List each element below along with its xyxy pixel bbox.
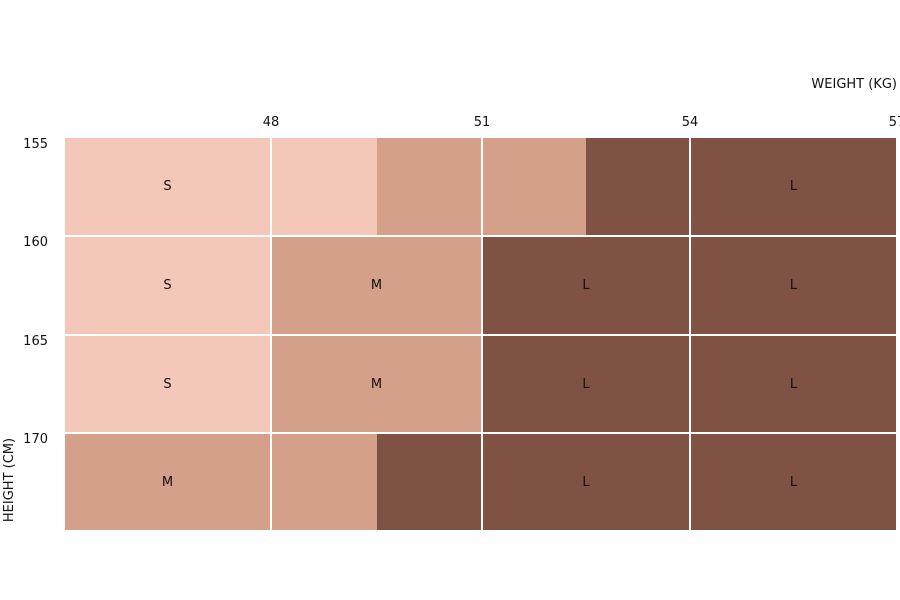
size-cell [483, 138, 689, 235]
size-cell: L [691, 336, 896, 432]
size-cell [272, 434, 481, 530]
cell-segment [483, 138, 586, 235]
size-label: L [691, 138, 896, 235]
column-tick-label: 54 [681, 115, 699, 130]
size-cell: L [483, 434, 689, 530]
cell-segment [376, 138, 481, 235]
column-tick-label: 51 [473, 115, 491, 130]
size-label: S [65, 237, 270, 334]
size-cell: M [272, 336, 481, 432]
size-label: L [483, 237, 689, 334]
row-tick-label: 155 [23, 137, 48, 152]
size-label: L [483, 336, 689, 432]
size-cell: S [65, 138, 270, 235]
size-label: L [691, 434, 896, 530]
row-tick-label: 170 [23, 432, 48, 447]
size-cell: M [272, 237, 481, 334]
size-label: S [65, 336, 270, 432]
size-cell: L [483, 237, 689, 334]
size-cell: S [65, 336, 270, 432]
size-cell: M [65, 434, 270, 530]
column-tick-label: 48 [262, 115, 280, 130]
row-tick-label: 165 [23, 334, 48, 349]
size-label: M [272, 336, 481, 432]
x-axis-label: WEIGHT (KG) [811, 77, 897, 92]
size-label: M [65, 434, 270, 530]
row-tick-label: 160 [23, 235, 48, 250]
size-cell: L [691, 138, 896, 235]
size-label: L [691, 237, 896, 334]
column-tick-label: 57 [888, 115, 900, 130]
size-cell: L [483, 336, 689, 432]
size-label: L [691, 336, 896, 432]
y-axis-label: HEIGHT (CM) [2, 437, 17, 523]
size-label: M [272, 237, 481, 334]
cell-segment [376, 434, 481, 530]
size-cell: L [691, 237, 896, 334]
cell-segment [586, 138, 689, 235]
size-label: L [483, 434, 689, 530]
size-cell: S [65, 237, 270, 334]
size-cell: L [691, 434, 896, 530]
size-cell [272, 138, 481, 235]
size-label: S [65, 138, 270, 235]
cell-segment [272, 138, 377, 235]
cell-segment [272, 434, 377, 530]
